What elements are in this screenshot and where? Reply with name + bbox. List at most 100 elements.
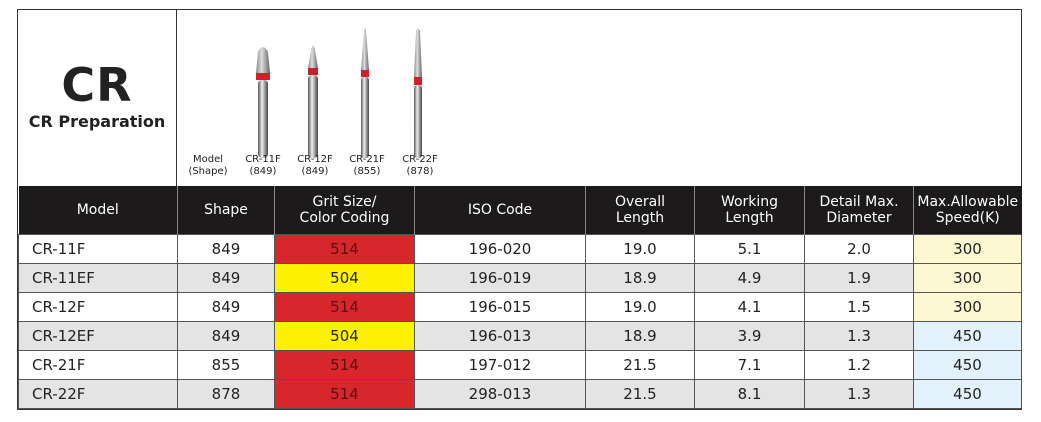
column-header: Working Length	[694, 186, 805, 235]
spec-table: Model Shape Grit Size/Color Coding ISO Code…	[18, 186, 1022, 409]
table-cell: 1.9	[804, 263, 914, 293]
bur-images	[256, 28, 422, 158]
table-cell: 1.5	[804, 292, 914, 322]
table-cell: 18.9	[585, 263, 695, 293]
header-text: Working	[720, 194, 779, 210]
column-header: Detail Max. Diameter	[804, 186, 914, 235]
bur-label: CR-22F (878)	[395, 154, 445, 178]
table-cell: 504	[274, 321, 415, 351]
table-row: CR-22F 878 514 298-013 21.5 8.1 1.3 450	[18, 379, 1022, 409]
table-cell: 1.3	[804, 321, 914, 351]
table-row: CR-11F 849 514 196-020 19.0 5.1 2.0 300	[18, 234, 1022, 264]
header-text: Speed(K)	[935, 210, 1000, 226]
bur-model: CR-11F	[245, 154, 281, 165]
table-cell: 196-019	[414, 263, 586, 293]
table-cell: CR-21F	[18, 350, 178, 380]
table-cell: 21.5	[585, 379, 695, 409]
bur-shape: (849)	[301, 166, 329, 177]
table-cell: 7.1	[694, 350, 805, 380]
table-cell: 300	[913, 234, 1022, 264]
header-text: Length	[615, 210, 665, 226]
header-text: Length	[725, 210, 774, 226]
bur-cr-11f	[256, 47, 270, 158]
table-cell: CR-12EF	[18, 321, 178, 351]
table-cell: 8.1	[694, 379, 805, 409]
table-cell: 19.0	[585, 234, 695, 264]
table-cell: 2.0	[804, 234, 914, 264]
table-cell: 196-013	[414, 321, 586, 351]
table-cell: 1.2	[804, 350, 914, 380]
product-table: CR CR Preparation Model (Shape) CR-11F (84…	[17, 9, 1022, 410]
table-cell: 514	[274, 379, 415, 409]
table-cell: 450	[913, 379, 1022, 409]
table-cell: 849	[177, 263, 275, 293]
header-text: Max.Allowable	[917, 194, 1019, 210]
bur-cr-21f	[361, 28, 369, 158]
table-cell: 300	[913, 292, 1022, 322]
table-cell: CR-11EF	[18, 263, 178, 293]
header-text: ISO Code	[467, 202, 533, 218]
column-header: Model	[18, 186, 178, 235]
table-cell: 849	[177, 292, 275, 322]
table-row: CR-21F 855 514 197-012 21.5 7.1 1.2 450	[18, 350, 1022, 380]
table-cell: 197-012	[414, 350, 586, 380]
header-text: Overall	[614, 194, 666, 210]
header-text: Shape	[204, 202, 248, 218]
page-title: CR	[61, 58, 133, 112]
column-header: Overall Length	[585, 186, 695, 235]
table-cell: 300	[913, 263, 1022, 293]
table-row: CR-11EF 849 504 196-019 18.9 4.9 1.9 300	[18, 263, 1022, 293]
column-header: Max.Allowable Speed(K)	[913, 186, 1022, 235]
table-cell: 450	[913, 350, 1022, 380]
bur-illustrations: Model (Shape) CR-11F (849) CR-12F (849) CR-21…	[178, 10, 478, 186]
table-cell: CR-11F	[18, 234, 178, 264]
title-block: CR CR Preparation	[18, 10, 177, 186]
table-cell: 4.9	[694, 263, 805, 293]
table-cell: 514	[274, 350, 415, 380]
table-cell: 1.3	[804, 379, 914, 409]
header-text: Diameter	[826, 210, 892, 226]
bur-shape: (878)	[406, 166, 434, 177]
table-cell: 514	[274, 234, 415, 264]
table-cell: 21.5	[585, 350, 695, 380]
column-header: Shape	[177, 186, 275, 235]
bur-header-label: Model (Shape)	[183, 154, 233, 178]
header-text: Detail Max.	[819, 194, 899, 210]
table-row: CR-12F 849 514 196-015 19.0 4.1 1.5 300	[18, 292, 1022, 322]
table-cell: 855	[177, 350, 275, 380]
shape-label: (Shape)	[188, 166, 228, 177]
table-cell: 849	[177, 234, 275, 264]
page-subtitle: CR Preparation	[28, 112, 166, 131]
header-text: Grit Size/	[312, 194, 377, 210]
table-row: CR-12EF 849 504 196-013 18.9 3.9 1.3 450	[18, 321, 1022, 351]
table-cell: CR-22F	[18, 379, 178, 409]
table-cell: 504	[274, 263, 415, 293]
table-cell: 298-013	[414, 379, 586, 409]
column-header: Grit Size/Color Coding	[274, 186, 415, 235]
bur-cr-12f	[308, 45, 318, 158]
bur-model: CR-22F	[402, 154, 438, 165]
bur-cr-22f	[414, 28, 422, 158]
table-cell: 196-015	[414, 292, 586, 322]
table-cell: 5.1	[694, 234, 805, 264]
table-cell: 18.9	[585, 321, 695, 351]
table-cell: 450	[913, 321, 1022, 351]
bur-shape: (849)	[249, 166, 277, 177]
table-cell: 3.9	[694, 321, 805, 351]
bur-model: CR-12F	[297, 154, 333, 165]
bur-label: CR-11F (849)	[238, 154, 288, 178]
model-label: Model	[192, 154, 224, 165]
header-text: Model	[76, 202, 119, 218]
table-cell: 196-020	[414, 234, 586, 264]
table-cell: 19.0	[585, 292, 695, 322]
header-text: Color Coding	[299, 210, 390, 226]
bur-model: CR-21F	[349, 154, 385, 165]
table-cell: 4.1	[694, 292, 805, 322]
table-cell: 878	[177, 379, 275, 409]
bur-shape: (855)	[353, 166, 381, 177]
table-cell: 514	[274, 292, 415, 322]
bur-label: CR-21F (855)	[342, 154, 392, 178]
bur-label: CR-12F (849)	[290, 154, 340, 178]
table-cell: 849	[177, 321, 275, 351]
column-header: ISO Code	[414, 186, 586, 235]
